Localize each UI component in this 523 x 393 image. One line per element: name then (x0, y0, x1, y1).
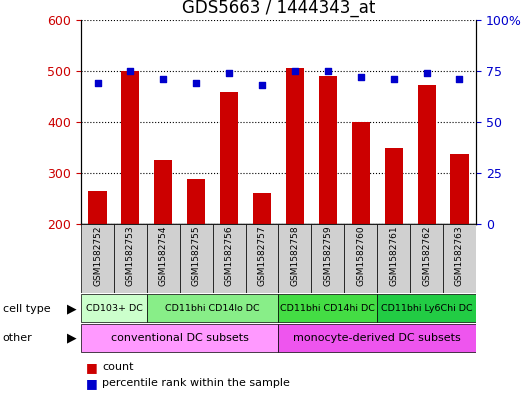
Text: cell type: cell type (3, 303, 50, 314)
Text: CD11bhi Ly6Chi DC: CD11bhi Ly6Chi DC (381, 304, 472, 313)
Point (258, 82, 266, 88)
Bar (450, 154, 469, 224)
FancyBboxPatch shape (278, 324, 476, 352)
Text: ■: ■ (86, 361, 98, 374)
Point (324, 68, 332, 74)
Text: GSM1582763: GSM1582763 (455, 225, 464, 286)
Bar (154, 160, 173, 224)
Text: GSM1582758: GSM1582758 (290, 225, 300, 286)
Text: GSM1582762: GSM1582762 (422, 225, 431, 286)
Bar (220, 92, 238, 224)
FancyBboxPatch shape (278, 224, 311, 293)
FancyBboxPatch shape (81, 294, 147, 322)
Text: CD11bhi CD14lo DC: CD11bhi CD14lo DC (165, 304, 260, 313)
Point (423, 70, 431, 76)
Bar (253, 193, 271, 224)
FancyBboxPatch shape (377, 224, 410, 293)
Point (192, 80, 200, 86)
Text: CD103+ DC: CD103+ DC (86, 304, 142, 313)
Text: conventional DC subsets: conventional DC subsets (111, 333, 249, 343)
Text: percentile rank within the sample: percentile rank within the sample (102, 378, 290, 388)
Bar (121, 71, 140, 224)
Text: GSM1582760: GSM1582760 (356, 225, 365, 286)
Bar (351, 122, 370, 224)
FancyBboxPatch shape (311, 224, 344, 293)
Point (456, 76, 464, 82)
Point (225, 70, 233, 76)
Text: ▶: ▶ (67, 302, 77, 315)
Text: monocyte-derived DC subsets: monocyte-derived DC subsets (293, 333, 461, 343)
Bar (88, 191, 107, 224)
Text: GSM1582756: GSM1582756 (225, 225, 234, 286)
Title: GDS5663 / 1444343_at: GDS5663 / 1444343_at (182, 0, 375, 17)
Text: GSM1582759: GSM1582759 (323, 225, 332, 286)
FancyBboxPatch shape (443, 224, 476, 293)
Text: GSM1582761: GSM1582761 (389, 225, 398, 286)
Text: GSM1582752: GSM1582752 (93, 225, 102, 286)
Text: CD11bhi CD14hi DC: CD11bhi CD14hi DC (280, 304, 376, 313)
Text: GSM1582753: GSM1582753 (126, 225, 135, 286)
FancyBboxPatch shape (213, 224, 246, 293)
FancyBboxPatch shape (147, 224, 180, 293)
Bar (286, 68, 304, 224)
Point (93, 80, 101, 86)
FancyBboxPatch shape (246, 224, 278, 293)
Bar (384, 149, 403, 224)
Point (357, 74, 365, 80)
Text: other: other (3, 333, 32, 343)
Bar (187, 179, 206, 224)
FancyBboxPatch shape (81, 324, 278, 352)
Text: count: count (102, 362, 133, 373)
Text: GSM1582754: GSM1582754 (159, 225, 168, 286)
Text: GSM1582755: GSM1582755 (192, 225, 201, 286)
Text: ▶: ▶ (67, 331, 77, 345)
Point (291, 68, 299, 74)
FancyBboxPatch shape (180, 224, 213, 293)
FancyBboxPatch shape (147, 294, 278, 322)
Point (159, 76, 167, 82)
Text: GSM1582757: GSM1582757 (257, 225, 267, 286)
FancyBboxPatch shape (344, 224, 377, 293)
Text: ■: ■ (86, 376, 98, 390)
Bar (417, 84, 436, 224)
Bar (319, 76, 337, 224)
FancyBboxPatch shape (410, 224, 443, 293)
Point (390, 76, 398, 82)
FancyBboxPatch shape (377, 294, 476, 322)
FancyBboxPatch shape (114, 224, 147, 293)
FancyBboxPatch shape (81, 224, 114, 293)
FancyBboxPatch shape (278, 294, 377, 322)
Point (126, 68, 134, 74)
